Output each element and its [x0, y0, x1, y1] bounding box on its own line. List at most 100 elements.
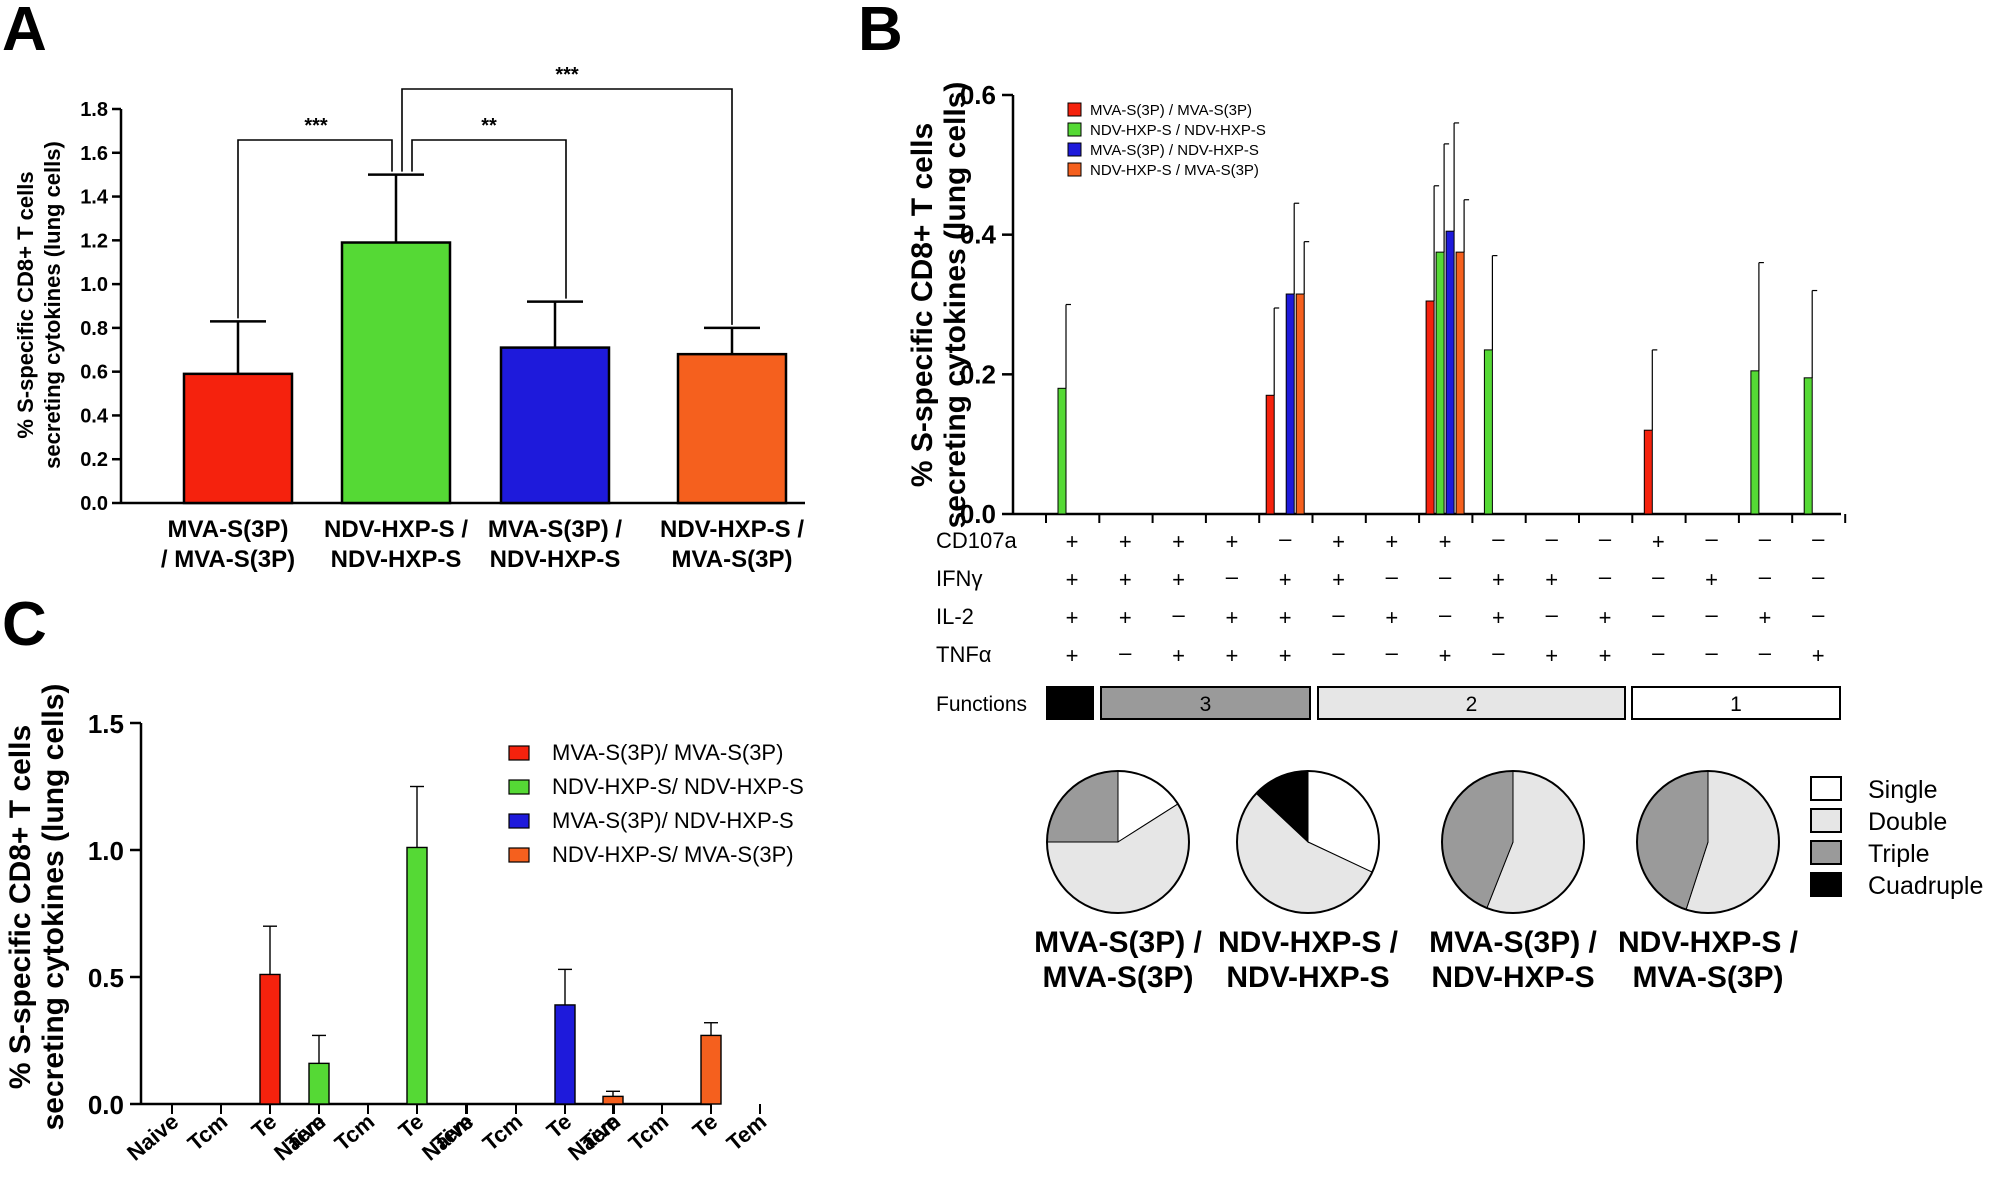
panel-b-sign: +: [1119, 605, 1132, 630]
pie-group-label: MVA-S(3P) /: [1034, 926, 1202, 959]
panel-b-ytick-label: 0.4: [960, 220, 997, 250]
significance-label: ***: [555, 64, 579, 86]
panel-c-subset-label: Te: [542, 1109, 576, 1144]
panel-b-sign: –: [1652, 602, 1665, 627]
panel-b-sign: –: [1759, 526, 1772, 551]
panel-b-sign: –: [1812, 602, 1825, 627]
panel-c-legend-swatch: [508, 745, 530, 761]
panel-b-sign: +: [1492, 605, 1505, 630]
panel-a-bar: [340, 241, 452, 505]
pie-group-label: NDV-HXP-S /: [1618, 926, 1799, 959]
panel-b-sign: –: [1226, 564, 1239, 589]
panel-b-sign: +: [1332, 529, 1345, 554]
panel-c-subset-label: Tcm: [624, 1109, 673, 1156]
panel-a-ytick-label: 0.2: [80, 449, 108, 471]
panel-b-bar: [1803, 377, 1813, 515]
panel-b-sign: –: [1546, 526, 1559, 551]
panel-c-bar: [406, 846, 428, 1105]
panel-b-sign: +: [1599, 643, 1612, 668]
panel-b-sign: +: [1439, 529, 1452, 554]
panel-b-sign: +: [1545, 643, 1558, 668]
panel-b-sign: +: [1758, 605, 1771, 630]
panel-b-function-box: [1100, 686, 1311, 720]
significance-label: **: [481, 115, 497, 137]
pie-outline: [1236, 770, 1380, 914]
panel-b-sign: +: [1599, 605, 1612, 630]
panel-c-legend-label: NDV-HXP-S/ NDV-HXP-S: [552, 774, 804, 799]
panel-b-sign: –: [1332, 640, 1345, 665]
panel-b-ylabel-line1: % S-specific CD8+ T cells: [906, 123, 939, 487]
panel-b-sign: –: [1759, 640, 1772, 665]
panel-c-bar: [554, 1004, 576, 1105]
pie-legend-swatch: [1810, 808, 1842, 833]
panel-b-sign: +: [1066, 605, 1079, 630]
panel-b-sign: –: [1386, 640, 1399, 665]
pie-outline: [1636, 770, 1780, 914]
panel-a-ytick-label: 0.0: [80, 493, 108, 515]
panel-c-subset-label: Te: [247, 1109, 281, 1144]
panel-c-subset-label: Te: [688, 1109, 722, 1144]
panel-a-category-label: NDV-HXP-S: [331, 546, 462, 573]
panel-a-ylabel-line2: secreting cytokines (lung cells): [40, 141, 65, 469]
pie-group-label: MVA-S(3P): [1042, 961, 1193, 994]
panel-b-sign: –: [1386, 564, 1399, 589]
panel-b-bar: [1483, 349, 1493, 515]
panel-b-ytick-label: 0.2: [960, 359, 996, 389]
panel-b-sign: –: [1546, 602, 1559, 627]
pie-group-label: NDV-HXP-S /: [1218, 926, 1399, 959]
panel-b-sign: +: [1812, 643, 1825, 668]
panel-b-legend-label: MVA-S(3P) / MVA-S(3P): [1090, 102, 1252, 119]
panel-b-bar: [1057, 387, 1067, 515]
panel-b-sign: –: [1439, 602, 1452, 627]
pie-legend-swatch: [1810, 872, 1842, 897]
panel-a-ytick-label: 1.4: [80, 187, 109, 209]
panel-a-category-label: NDV-HXP-S /: [660, 516, 804, 543]
panel-a-ylabel-line1: % S-specific CD8+ T cells: [13, 171, 38, 438]
panel-b-sign: +: [1439, 643, 1452, 668]
panel-a-category-label: NDV-HXP-S: [490, 546, 621, 573]
panel-b-legend-swatch: [1067, 162, 1082, 177]
panel-c-ylabel-line2: secreting cytokines (lung cells): [37, 684, 70, 1131]
significance-bracket: [401, 88, 733, 325]
panel-b-sign: +: [1066, 643, 1079, 668]
panel-b-function-label: 1: [1730, 693, 1742, 716]
panel-c-bar: [700, 1034, 722, 1105]
panel-b-ylabel-line2: secreting cytokines (lung cells): [939, 82, 972, 529]
panel-b-sign: +: [1385, 605, 1398, 630]
panel-b-sign: +: [1119, 567, 1132, 592]
significance-bracket: [411, 139, 567, 299]
panel-b-function-box: [1046, 686, 1094, 720]
panel-b-sign: +: [1172, 643, 1185, 668]
panel-a-ytick-label: 0.4: [80, 405, 109, 427]
panel-b-sign: +: [1279, 567, 1292, 592]
panel-a-ytick-label: 1.0: [80, 274, 108, 296]
panel-b-ytick-label: 0.6: [960, 80, 996, 110]
panel-a-bar: [499, 346, 611, 505]
panel-c-legend-label: NDV-HXP-S/ MVA-S(3P): [552, 842, 794, 867]
pie-legend-label: Double: [1868, 808, 1947, 836]
panel-c-subset-label: Tcm: [330, 1109, 379, 1156]
panel-b-legend-swatch: [1067, 122, 1082, 137]
panel-b-sign: –: [1705, 526, 1718, 551]
panel-a-category-label: MVA-S(3P) /: [488, 516, 623, 543]
panel-c-subset-label: Tcm: [183, 1109, 232, 1156]
panel-c-subset-label: Naive: [122, 1109, 183, 1166]
panel-c-bar: [308, 1062, 330, 1105]
panel-b-sign: +: [1279, 643, 1292, 668]
panel-b-bar: [1265, 394, 1275, 515]
panel-b-sign: –: [1279, 526, 1292, 551]
panel-b-sign: –: [1599, 526, 1612, 551]
panel-c-bar: [259, 973, 281, 1105]
panel-a-ytick-label: 1.6: [80, 143, 108, 165]
panel-a-bar-chart: % S-specific CD8+ T cells secreting cyto…: [13, 64, 805, 573]
panel-b-bar: [1425, 300, 1435, 515]
panel-b-bar: [1445, 230, 1455, 515]
panel-b-sign: –: [1332, 602, 1345, 627]
panel-b-bar: [1285, 293, 1295, 515]
panel-b-sign: +: [1705, 567, 1718, 592]
panel-b-sign: –: [1705, 602, 1718, 627]
significance-bracket: [237, 139, 393, 319]
panel-label-a: A: [2, 0, 47, 64]
panel-a-category-label: / MVA-S(3P): [161, 546, 295, 573]
